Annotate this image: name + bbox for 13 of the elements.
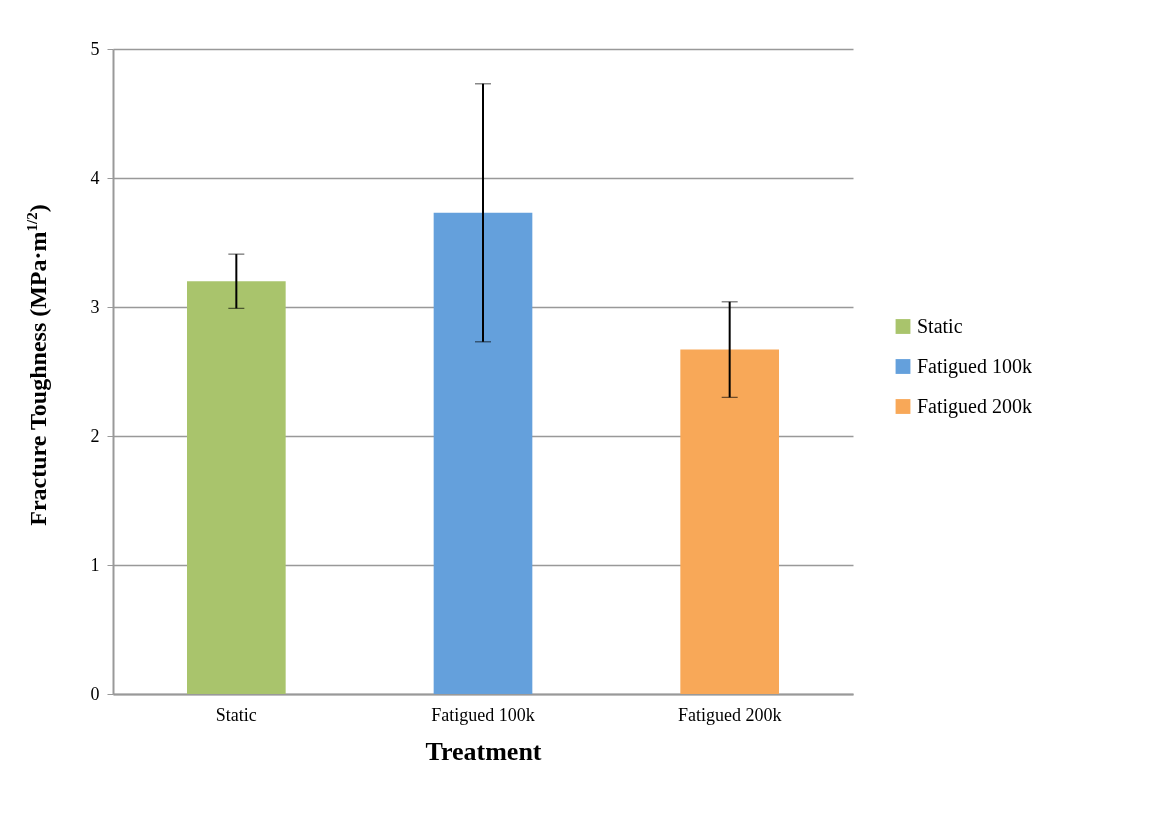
legend-label: Fatigued 200k: [917, 394, 1032, 418]
legend-label: Fatigued 100k: [917, 354, 1032, 378]
y-tick-label: 1: [90, 554, 100, 575]
y-tick-label: 3: [90, 296, 100, 317]
x-tick-label: Fatigued 100k: [431, 704, 535, 725]
x-tick-label: Fatigued 200k: [677, 704, 782, 725]
x-axis-title: Treatment: [425, 736, 542, 766]
y-tick-label: 5: [90, 38, 100, 59]
y-tick-label: 0: [90, 683, 100, 704]
y-tick-label: 2: [90, 425, 100, 446]
y-tick-label: 4: [90, 167, 100, 188]
legend-label: Static: [917, 314, 963, 337]
x-tick-label: Static: [215, 704, 257, 725]
